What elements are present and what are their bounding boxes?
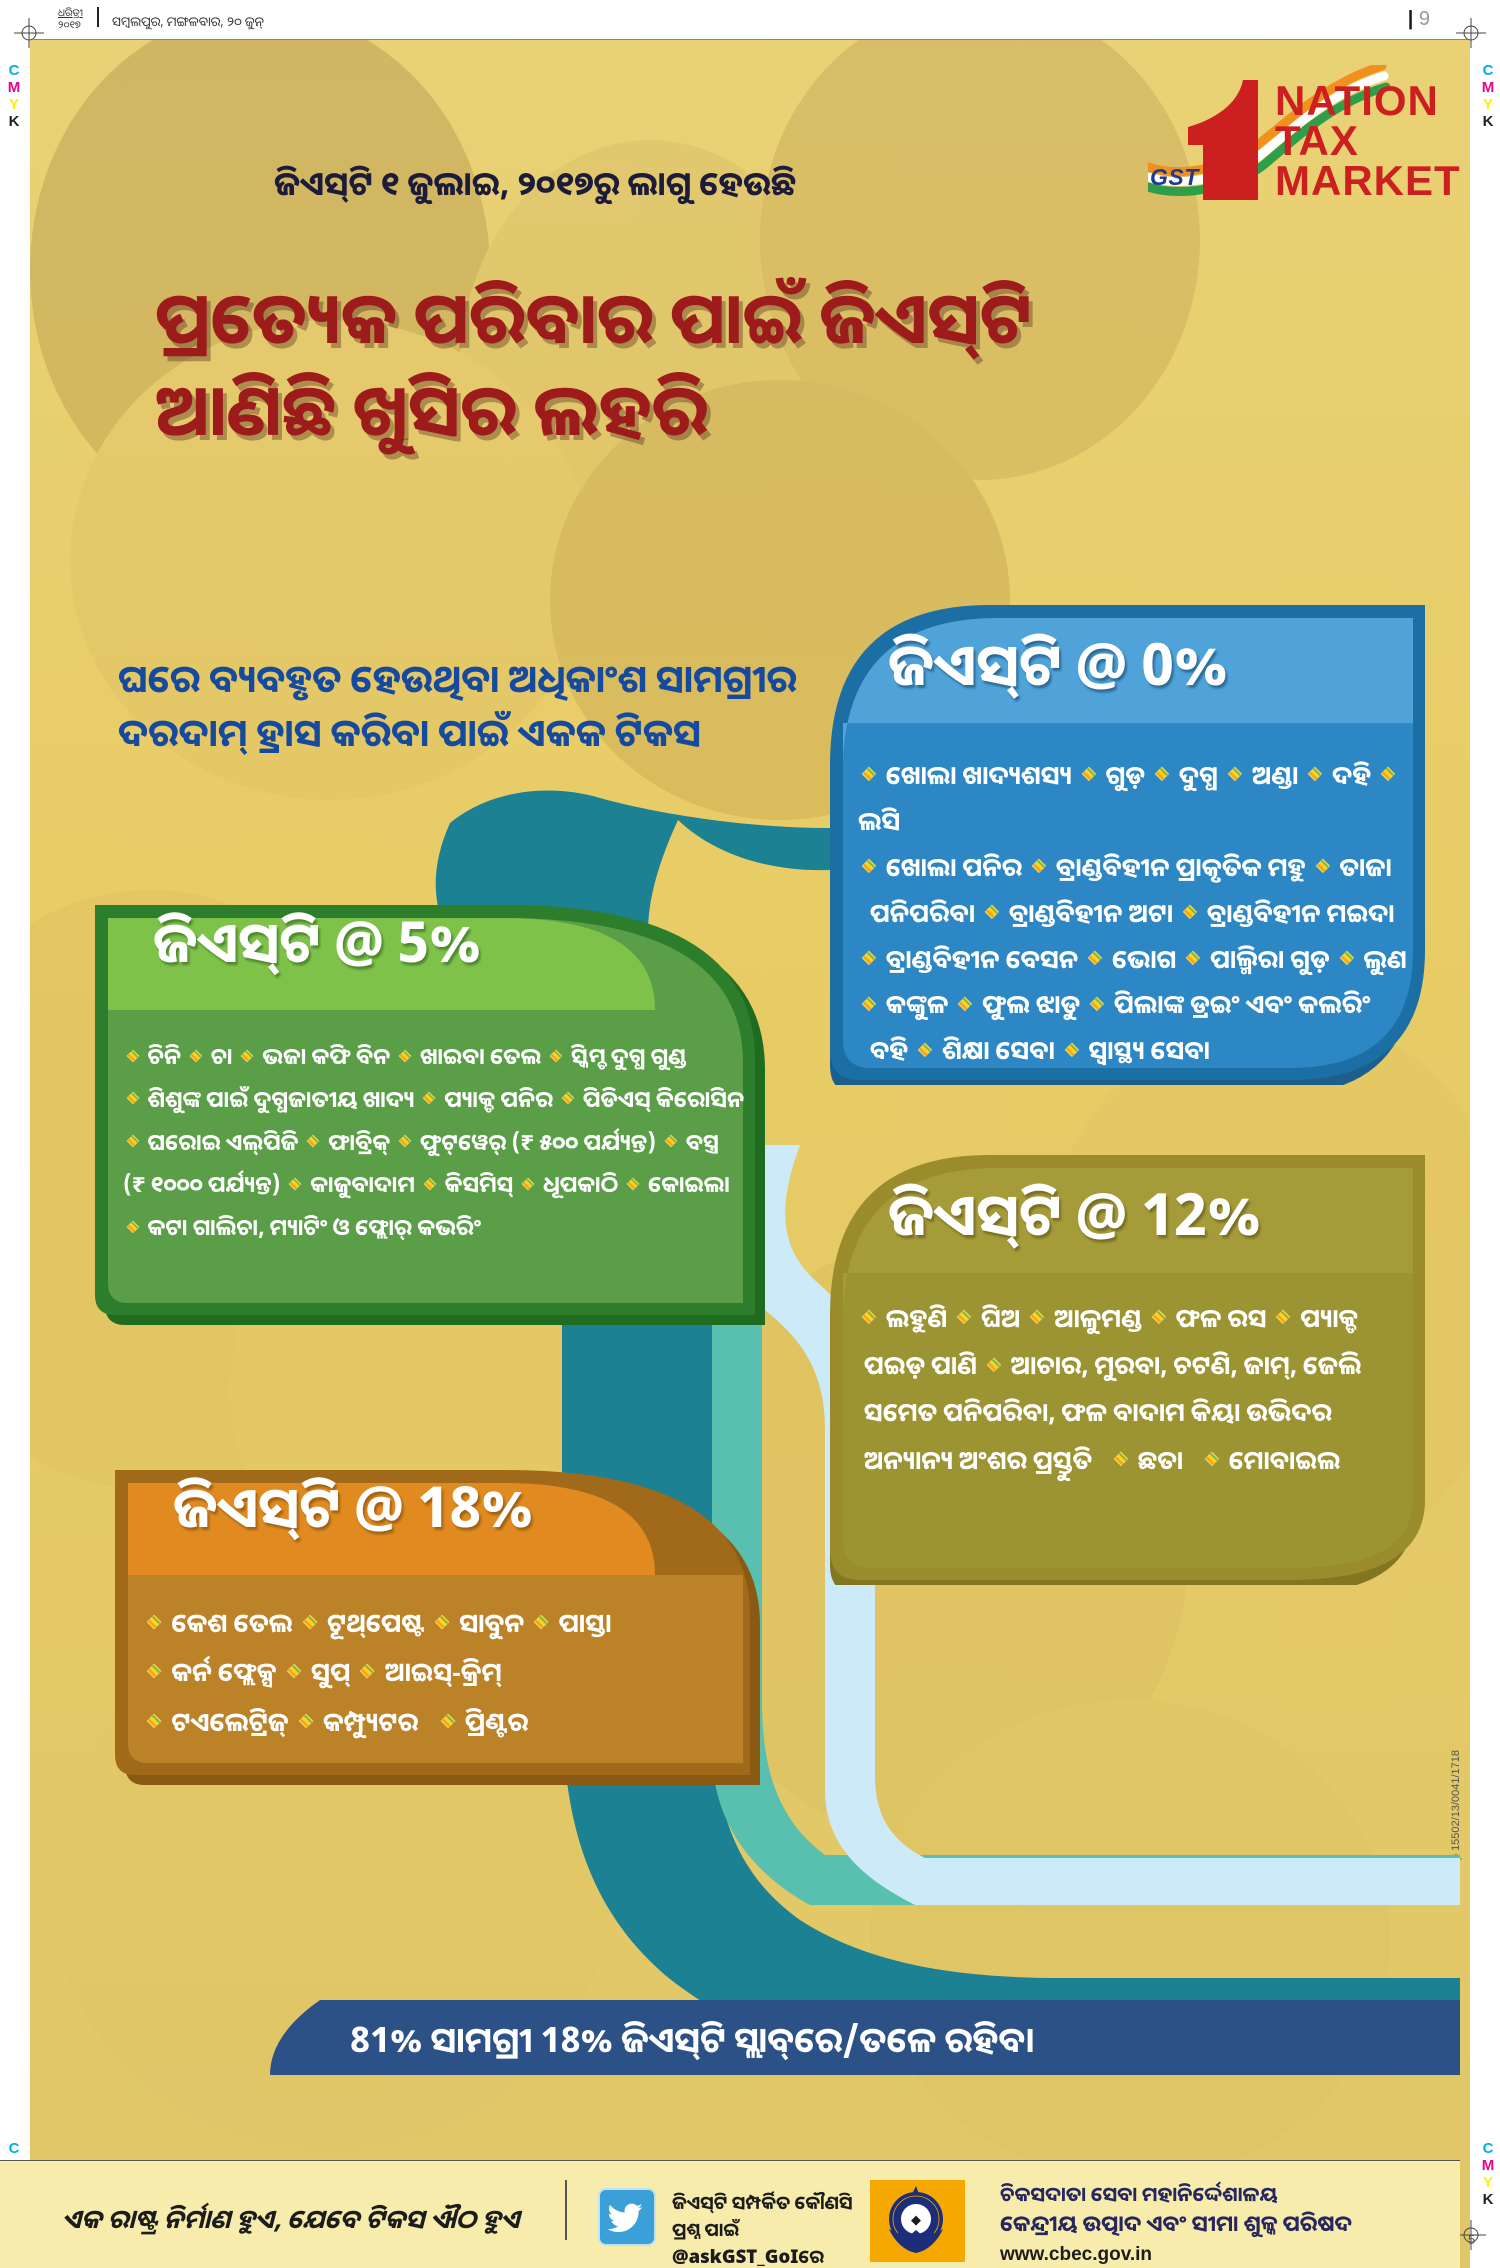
svg-text:◆: ◆ [911,2212,921,2227]
